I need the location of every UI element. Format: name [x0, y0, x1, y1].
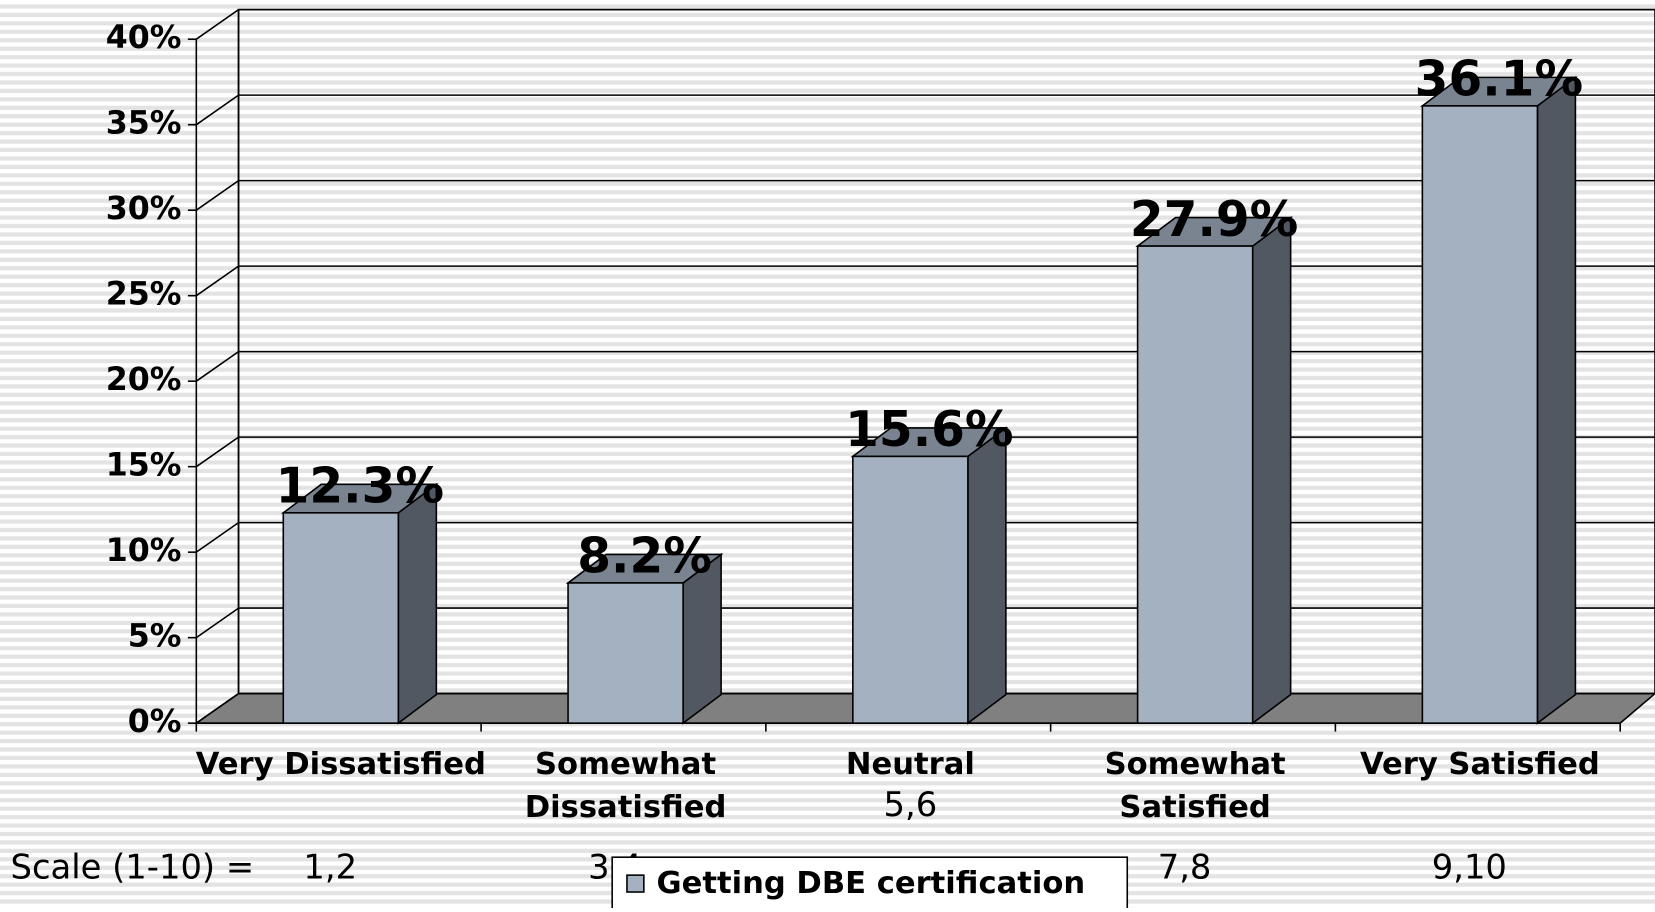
data-label: 15.6%	[845, 402, 1013, 458]
y-tick-label: 0%	[128, 704, 182, 740]
bar-side	[1251, 216, 1292, 725]
bar	[1136, 245, 1254, 724]
bar-side	[397, 482, 438, 725]
x-tick-label: Somewhat Satisfied	[1104, 745, 1286, 825]
x-tick-label: Neutral	[845, 745, 975, 782]
y-tick-label: 15%	[106, 448, 182, 484]
grid-line-side	[195, 607, 239, 639]
x-tick-label-box: Very Satisfied	[1359, 745, 1600, 782]
grid-line-side	[195, 179, 239, 211]
grid-line-side	[195, 350, 239, 382]
grid-line-side	[195, 436, 239, 468]
data-label: 27.9%	[1130, 192, 1298, 248]
y-tick-label: 20%	[106, 362, 182, 398]
data-label: 8.2%	[577, 529, 712, 585]
grid-line-side	[195, 8, 239, 40]
bar	[1421, 105, 1539, 724]
grid-line-side	[195, 692, 239, 724]
y-tick-label: 10%	[106, 533, 182, 569]
bar	[282, 512, 400, 724]
x-tick-label-box: Very Dissatisfied	[195, 745, 486, 782]
grid-line-side	[195, 94, 239, 126]
x-tick-label-box: Somewhat Dissatisfied	[524, 745, 727, 825]
legend	[611, 856, 1129, 911]
data-label: 12.3%	[276, 459, 444, 515]
data-label: 36.1%	[1415, 52, 1583, 108]
x-tick-label: Very Dissatisfied	[195, 745, 486, 782]
y-tick-label: 25%	[106, 277, 182, 313]
grid-line-side	[195, 521, 239, 553]
x-tick-label: Very Satisfied	[1359, 745, 1600, 782]
y-tick-label: 40%	[106, 20, 182, 56]
bar-side	[967, 426, 1007, 725]
grid-line-side	[195, 265, 239, 297]
legend-label: Getting DBE certification	[657, 866, 1086, 901]
scale-title: Scale (1-10) =	[11, 847, 255, 886]
scale-label: 1,2	[303, 847, 357, 886]
bar-side	[1536, 75, 1577, 725]
y-tick-label: 5%	[128, 619, 182, 655]
legend-swatch	[626, 874, 645, 893]
x-tick-label-box: Somewhat Satisfied	[1104, 745, 1286, 825]
y-tick-label: 35%	[106, 106, 182, 142]
x-tick-label: Somewhat Dissatisfied	[524, 745, 727, 825]
x-tick-label-box: Neutral	[845, 745, 975, 782]
scale-label: 7,8	[1158, 847, 1212, 886]
bar	[567, 582, 684, 724]
y-tick-label: 30%	[106, 191, 182, 227]
bar	[852, 455, 969, 724]
scale-label: 5,6	[884, 785, 938, 824]
scale-label: 9,10	[1432, 847, 1507, 886]
